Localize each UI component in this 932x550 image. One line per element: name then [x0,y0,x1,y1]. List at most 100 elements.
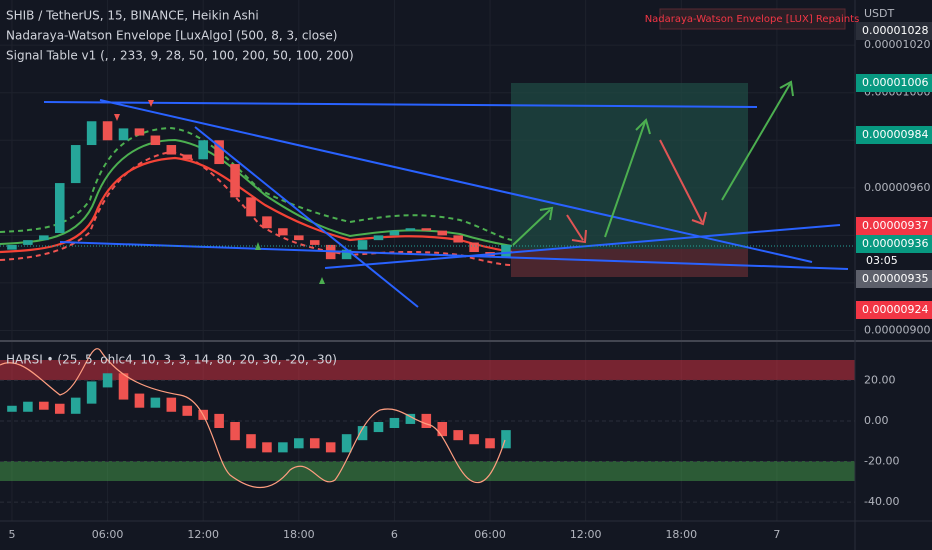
candle-body [54,183,65,234]
candle-body [357,240,368,250]
harsi-bar [182,405,193,416]
harsi-bar [150,397,161,408]
arrow [659,139,703,223]
price-badge [856,74,932,92]
candle-body [469,242,479,253]
price-badge [856,235,932,253]
sell-signal [114,114,120,121]
sell-signal [148,100,154,107]
buy-signal [319,277,325,284]
arrow-head [779,80,794,97]
harsi-bar [437,422,448,437]
alert-box [659,8,846,30]
x-tick-label: 12:00 [570,528,602,541]
harsi-bar [70,397,81,414]
harsi-bar [341,434,352,453]
x-tick-label: 6 [391,528,398,541]
envelope-mid [0,156,513,254]
harsi-tick-label: 20.00 [864,373,896,386]
y-tick-label: 0.00000960 [864,181,930,194]
arrow [721,83,791,201]
price-badge [856,217,932,235]
price-badge [856,301,932,319]
candle-body [373,235,384,241]
x-tick-label: 18:00 [665,528,697,541]
harsi-bar [166,397,177,412]
harsi-bar [389,417,400,429]
arrow [566,214,584,241]
arrow [512,209,551,246]
candle-body [118,128,129,141]
candle-body [405,228,416,231]
overbought-band [0,360,855,380]
harsi-bar [102,373,113,388]
harsi-bar [294,438,304,449]
candle-body [437,230,448,236]
arrow-head [635,118,651,135]
arrow [604,121,646,238]
loss-zone [511,249,748,277]
arrow-head [539,206,554,221]
candle-body [501,244,511,257]
harsi-bar [214,413,224,429]
harsi-bar [23,401,33,412]
price-badge [856,126,932,144]
candle-body [70,145,81,184]
harsi-bar [262,442,272,453]
harsi-tick-label: -40.00 [864,495,899,508]
harsi-bar [325,442,336,453]
candle-body [182,154,193,160]
trendline [43,101,758,108]
candle-body [309,240,320,245]
price-badge [856,22,932,40]
rsi-line [0,348,506,488]
symbol-title: SHIB / TetherUS, 15, BINANCE, Heikin Ash… [6,9,259,23]
buy-signal [255,242,261,250]
candle-body [150,135,161,146]
candle-body [134,128,145,136]
harsi-legend: HARSI • (25, 5, ohlc4, 10, 3, 3, 14, 80,… [6,353,337,367]
candle-body [453,235,463,243]
harsi-bar [118,373,129,400]
x-tick-label: 7 [773,528,780,541]
harsi-bar [134,393,145,408]
x-tick-label: 18:00 [283,528,315,541]
y-tick-label: 0.00000900 [864,323,930,336]
candle-body [246,197,256,217]
candle-body [389,230,400,236]
candle-body [341,249,352,260]
countdown: 03:05 [866,254,898,267]
harsi-bar [501,430,511,449]
price-badge-label: 0.00000936 [862,237,928,250]
harsi-bar [246,434,256,449]
candle-body [86,121,97,146]
harsi-bar [453,430,463,441]
harsi-bar [469,434,479,445]
trendline [194,126,419,308]
harsi-bar [373,422,384,433]
arrow-head [691,211,707,226]
candle-body [166,145,177,155]
y-tick-label: 0.00001020 [864,38,930,51]
candle-body [294,235,304,241]
candle-body [23,240,33,245]
harsi-panel [0,373,855,503]
harsi-bar [39,401,49,410]
trendline [99,99,813,263]
candle-body [230,164,240,198]
currency-label: USDT [864,7,895,20]
harsi-bar [230,422,240,441]
price-badge-label: 0.00000935 [862,272,928,285]
harsi-tick-label: -20.00 [864,455,899,468]
harsi-bar [54,403,65,414]
price-badge [856,270,932,288]
harsi-bar [485,438,495,449]
x-tick-label: 06:00 [474,528,506,541]
oversold-band [0,461,855,481]
x-tick-label: 06:00 [92,528,124,541]
harsi-bar [86,381,97,404]
price-badge-label: 0.00001028 [862,24,928,37]
candle-body [102,121,113,141]
indicator-legend: Signal Table v1 (, , 233, 9, 28, 50, 100… [6,49,354,63]
